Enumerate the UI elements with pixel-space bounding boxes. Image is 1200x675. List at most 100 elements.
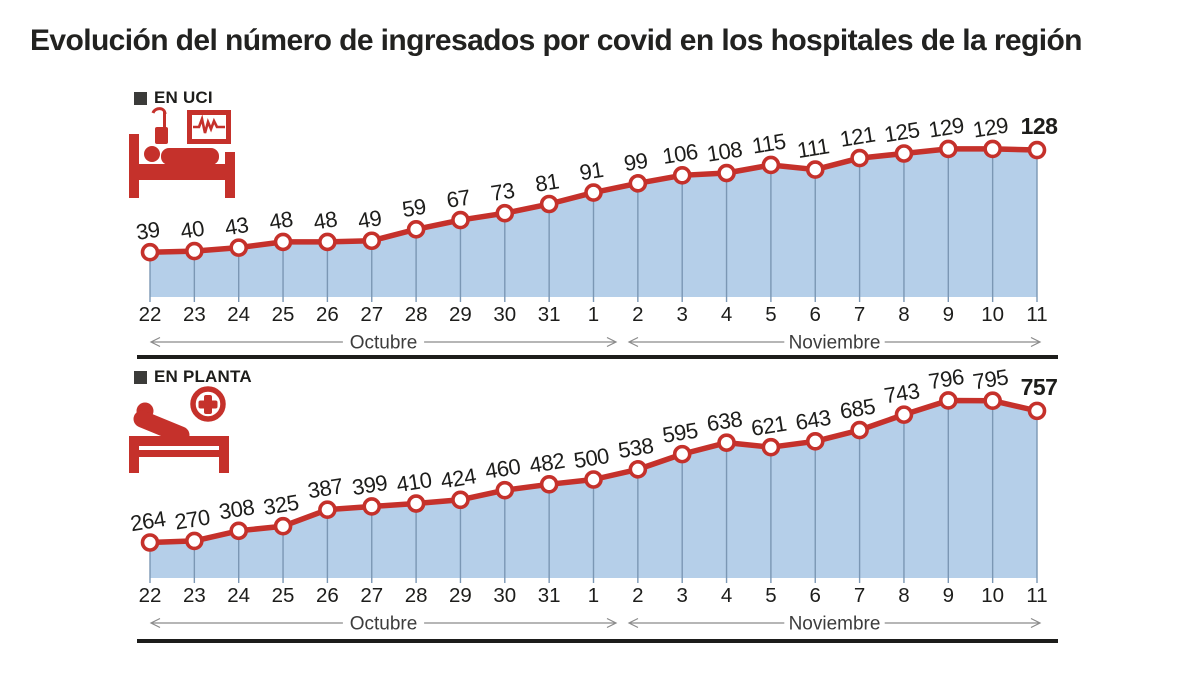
data-point-marker xyxy=(805,160,825,179)
arrow-right-icon xyxy=(606,617,618,629)
value-label: 685 xyxy=(838,394,877,424)
data-point-marker xyxy=(140,242,160,262)
date-label: 27 xyxy=(360,584,383,607)
date-label: 25 xyxy=(272,584,295,607)
date-label: 7 xyxy=(854,303,865,326)
date-label: 23 xyxy=(183,303,206,326)
data-point-marker xyxy=(185,241,204,261)
data-point-marker xyxy=(495,203,515,223)
value-label: 115 xyxy=(750,129,787,159)
month-label: Noviembre xyxy=(789,333,881,354)
value-label: 264 xyxy=(128,506,167,536)
data-point-marker xyxy=(140,533,160,552)
data-point-marker xyxy=(584,183,603,202)
value-label: 460 xyxy=(483,454,522,484)
data-point-marker xyxy=(229,521,248,541)
value-label: 121 xyxy=(838,122,877,152)
date-label: 4 xyxy=(721,303,732,326)
data-point-marker xyxy=(983,391,1002,411)
month-label: Octubre xyxy=(350,333,418,354)
date-label: 28 xyxy=(405,303,428,326)
month-label: Octubre xyxy=(350,614,418,635)
data-point-marker xyxy=(451,490,470,510)
data-point-marker xyxy=(273,516,293,536)
value-label: 482 xyxy=(528,448,567,478)
date-label: 11 xyxy=(1026,303,1047,326)
date-label: 1 xyxy=(588,584,599,607)
date-label: 3 xyxy=(676,584,687,607)
date-label: 29 xyxy=(449,303,472,326)
value-label: 643 xyxy=(794,405,833,435)
data-point-marker xyxy=(406,494,426,513)
value-label: 399 xyxy=(350,470,389,500)
value-label: 424 xyxy=(439,463,478,493)
legend-en-planta-label: EN PLANTA xyxy=(154,367,252,386)
data-point-marker xyxy=(761,437,781,457)
data-point-marker xyxy=(672,166,692,185)
value-label: 67 xyxy=(445,184,472,212)
data-point-marker xyxy=(539,475,559,494)
date-label: 5 xyxy=(765,303,776,326)
data-point-marker xyxy=(1027,140,1047,160)
data-point-marker xyxy=(495,480,515,500)
arrow-left-icon xyxy=(627,336,639,348)
value-label: 39 xyxy=(134,217,161,245)
data-point-marker xyxy=(761,155,781,175)
data-point-marker xyxy=(628,174,648,193)
value-label: 40 xyxy=(179,215,206,243)
date-label: 1 xyxy=(588,303,599,326)
date-label: 29 xyxy=(449,584,472,607)
data-point-marker xyxy=(894,405,914,424)
data-point-marker xyxy=(717,163,736,183)
data-point-marker xyxy=(628,460,648,479)
data-point-marker xyxy=(1027,401,1047,421)
date-label: 22 xyxy=(139,303,162,326)
data-point-marker xyxy=(672,444,692,464)
value-label: 128 xyxy=(1021,113,1059,139)
date-label: 8 xyxy=(898,584,909,607)
date-label: 2 xyxy=(632,303,643,326)
date-label: 31 xyxy=(538,303,561,326)
data-point-marker xyxy=(894,144,914,163)
date-label: 24 xyxy=(227,584,250,607)
value-label: 129 xyxy=(971,112,1010,142)
value-label: 111 xyxy=(795,133,831,163)
data-point-marker xyxy=(318,232,337,252)
date-label: 10 xyxy=(981,584,1004,607)
date-label: 9 xyxy=(943,584,954,607)
data-point-marker xyxy=(539,194,559,214)
value-label: 500 xyxy=(572,443,611,473)
value-label: 43 xyxy=(223,212,250,240)
arrow-left-icon xyxy=(627,617,639,629)
value-label: 757 xyxy=(1021,374,1058,400)
value-label: 49 xyxy=(356,205,383,233)
data-point-marker xyxy=(185,531,204,551)
legend-en-uci: EN UCI xyxy=(134,88,213,108)
date-label: 4 xyxy=(721,584,732,607)
value-label: 796 xyxy=(927,364,966,394)
date-label: 11 xyxy=(1026,584,1047,607)
value-label: 81 xyxy=(533,168,560,196)
chart-uci: 39 40 43 48 48 49 59 67 73 81 91 99 106 108 115 111 121 1… xyxy=(134,112,1059,359)
data-point-marker xyxy=(805,432,825,451)
value-label: 106 xyxy=(661,139,700,169)
arrow-right-icon xyxy=(1030,336,1042,348)
value-label: 595 xyxy=(661,418,700,448)
arrow-right-icon xyxy=(606,336,618,348)
date-label: 25 xyxy=(272,303,295,326)
date-label: 28 xyxy=(405,584,428,607)
date-label: 3 xyxy=(676,303,687,326)
date-label: 26 xyxy=(316,303,339,326)
date-label: 22 xyxy=(139,584,162,607)
data-point-marker xyxy=(983,139,1002,159)
value-label: 638 xyxy=(705,406,744,436)
data-point-marker xyxy=(362,231,382,251)
date-label: 7 xyxy=(854,584,865,607)
data-point-marker xyxy=(273,232,293,252)
date-label: 27 xyxy=(360,303,383,326)
arrow-left-icon xyxy=(149,336,161,348)
date-label: 2 xyxy=(632,584,643,607)
